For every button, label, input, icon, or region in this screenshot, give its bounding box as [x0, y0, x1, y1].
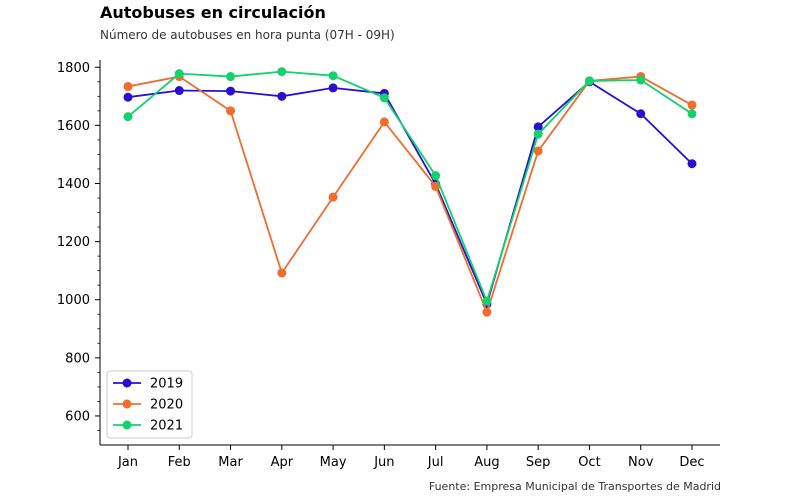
data-point-2021	[584, 76, 594, 86]
data-point-2019	[174, 86, 184, 96]
data-point-2021	[328, 71, 338, 81]
x-tick-label: Oct	[578, 455, 600, 470]
series-line-2021	[127, 70, 693, 304]
x-tick-label: Sep	[526, 455, 551, 470]
legend-swatch-marker	[122, 399, 132, 409]
y-tick-label: 600	[65, 409, 90, 424]
legend-label: 2020	[150, 398, 183, 413]
x-tick-label: Aug	[474, 455, 499, 470]
series-line-2020	[127, 75, 693, 315]
series-line-2019	[127, 80, 693, 307]
data-point-2021	[431, 171, 441, 181]
data-point-2020	[328, 192, 338, 202]
data-point-2020	[687, 100, 697, 110]
y-tick-label: 1200	[57, 235, 90, 250]
y-tick-label: 1600	[57, 119, 90, 134]
x-tick-label: Nov	[628, 455, 654, 470]
x-tick-label: Feb	[168, 455, 191, 470]
legend-swatch-marker	[122, 420, 132, 430]
data-point-2019	[533, 122, 543, 132]
data-point-2021	[123, 112, 133, 122]
chart-title: Autobuses en circulación	[100, 3, 326, 22]
x-tick-label: Jan	[117, 455, 138, 470]
source-note: Fuente: Empresa Municipal de Transportes…	[428, 480, 721, 493]
data-point-2021	[277, 67, 287, 77]
legend-label: 2021	[150, 419, 183, 434]
data-point-2019	[687, 159, 697, 169]
x-tick-label: Dec	[679, 455, 704, 470]
x-tick-label: Jul	[427, 455, 444, 470]
y-tick-label: 1000	[57, 293, 90, 308]
data-point-2021	[687, 109, 697, 119]
chart-subtitle: Número de autobuses en hora punta (07H -…	[100, 28, 395, 42]
y-tick-label: 800	[65, 351, 90, 366]
data-point-2021	[636, 75, 646, 85]
data-point-2019	[123, 92, 133, 102]
data-point-2021	[482, 296, 492, 306]
data-point-2021	[174, 69, 184, 79]
y-tick-label: 1400	[57, 177, 90, 192]
data-point-2019	[277, 91, 287, 101]
y-tick-label: 1800	[57, 61, 90, 76]
data-point-2020	[482, 307, 492, 317]
data-point-2020	[226, 106, 236, 116]
data-point-2020	[123, 81, 133, 91]
data-point-2019	[636, 109, 646, 119]
x-tick-label: May	[320, 455, 347, 470]
data-point-2021	[533, 129, 543, 139]
data-point-2020	[379, 117, 389, 127]
data-point-2020	[277, 268, 287, 278]
x-tick-label: Apr	[271, 455, 294, 470]
x-tick-label: Jun	[373, 455, 394, 470]
data-point-2020	[533, 146, 543, 156]
data-point-2021	[379, 93, 389, 103]
x-tick-label: Mar	[218, 455, 243, 470]
data-point-2020	[431, 181, 441, 191]
data-point-2019	[226, 86, 236, 96]
legend-swatch-marker	[122, 378, 132, 388]
legend-label: 2019	[150, 377, 183, 392]
data-point-2021	[226, 72, 236, 82]
data-point-2019	[328, 83, 338, 93]
